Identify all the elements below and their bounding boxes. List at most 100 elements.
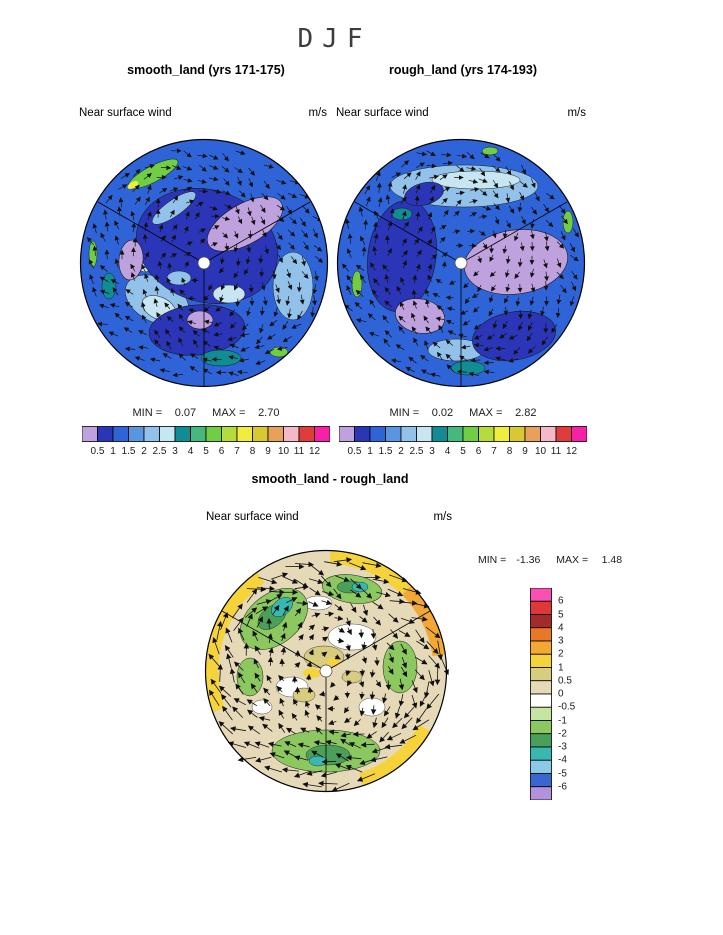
wind-vector-arrow [445,339,454,346]
wind-vector-arrow [125,289,134,295]
wind-vector-arrow [213,331,223,337]
wind-vector-arrow [518,309,523,320]
wind-vector-arrow [459,355,468,362]
wind-vector-arrow [263,180,270,190]
wind-vector-arrow [467,228,476,234]
wind-vector-arrow [117,206,122,217]
wind-vector-arrow [102,209,108,220]
wind-vector-arrow [369,691,376,701]
wind-vector-arrow [313,270,319,282]
wind-vector-arrow [222,705,233,721]
colorbar-tick-label: 8 [249,446,256,457]
wind-vector-arrow [246,699,258,707]
wind-vector-arrow [492,320,498,329]
wind-vector-arrow [169,209,175,218]
wind-vector-arrow [387,220,393,230]
wind-vector-arrow [255,606,269,615]
wind-vector-arrow [556,271,564,280]
wind-vector-arrow [519,181,528,188]
max-label: MAX = [556,554,589,566]
wind-vector-arrow [313,740,326,746]
wind-vector-arrow [508,357,519,363]
colorbar-cell [82,426,98,442]
wind-vector-arrow [388,613,399,623]
wind-vector-arrow [212,637,220,655]
colorbar-tick-label: -6 [558,781,567,793]
wind-vector-arrow [506,220,511,229]
wind-vector-arrow [198,188,208,194]
wind-vector-arrow [373,616,382,626]
wind-vector-arrow [468,179,479,184]
wind-vector-arrow [130,210,136,221]
wind-vector-arrow [466,166,477,171]
wind-vector-arrow [334,654,341,660]
wind-vector-arrow [273,307,279,317]
wind-vector-arrow [199,238,206,244]
wind-vector-arrow [371,641,378,651]
units-label: m/s [308,107,327,119]
wind-vector-arrow [279,658,285,667]
wind-vector-arrow [250,683,258,693]
wind-vector-arrow [427,263,433,272]
wind-vector-arrow [526,332,533,342]
wind-vector-arrow [377,197,383,207]
wind-vector-arrow [237,216,243,225]
contour-region [464,229,568,295]
wind-vector-arrow [426,150,436,157]
wind-vector-arrow [146,184,152,194]
wind-vector-arrow [184,260,189,268]
field-row-rough: Near surface wind m/s [336,107,586,119]
wind-vector-arrow [266,333,276,340]
colorbar-cell [530,614,552,629]
wind-vector-arrow [124,315,134,322]
wind-vector-arrow [441,152,452,158]
wind-vector-arrow [142,233,148,243]
wind-vector-arrow [222,190,231,195]
wind-vector-arrow [297,742,310,748]
colorbar-tick-label: 7 [234,446,240,457]
wind-vector-arrow [350,578,362,590]
wind-vector-arrow [399,301,405,311]
wind-vector-arrow [456,369,468,375]
colorbar-cell [97,426,114,442]
wind-vector-arrow [177,303,183,311]
contour-region [341,670,363,684]
polar-map-rough-land [336,138,586,388]
wind-vector-arrow [517,258,523,268]
wind-vector-arrow [376,182,382,193]
wind-vector-arrow [436,305,444,311]
wind-vector-arrow [560,231,566,241]
wind-vector-arrow [306,661,312,668]
wind-vector-arrow [219,294,224,303]
wind-vector-arrow [469,199,478,204]
wind-vector-arrow [92,286,97,297]
wind-vector-arrow [384,274,390,284]
wind-vector-arrow [455,190,465,196]
contour-region [308,755,328,767]
wind-vector-arrow [197,153,208,159]
wind-vector-arrow [493,203,500,211]
wind-vector-arrow [280,632,286,642]
wind-vector-arrow [190,353,199,360]
field-row-smooth: Near surface wind m/s [79,107,327,119]
wind-vector-arrow [309,587,321,596]
wind-vector-arrow [425,298,430,308]
wind-vector-arrow [166,340,172,350]
wind-vector-arrow [216,620,223,640]
wind-vector-arrow [217,663,224,682]
wind-vector-arrow [299,294,305,305]
wind-vector-arrow [254,672,261,682]
wind-vector-arrow [435,278,443,284]
wind-vector-arrow [508,334,518,340]
wind-vector-arrow [318,691,326,697]
wind-vector-arrow [387,588,404,597]
wind-vector-arrow [359,669,366,677]
map-boundary [79,138,329,388]
wind-vector-arrow [452,229,461,235]
wind-vector-arrow [430,185,436,194]
wind-vector-arrow [359,616,368,623]
wind-vector-arrow [448,280,456,285]
wind-vector-arrow [241,323,249,331]
wind-vector-arrow [469,212,477,217]
